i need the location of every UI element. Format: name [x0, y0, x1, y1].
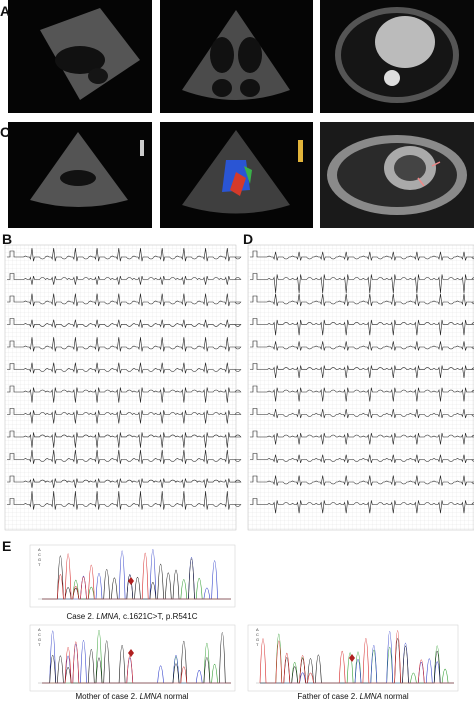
ecg-trace	[250, 453, 474, 463]
mri-image	[320, 122, 474, 228]
caption: Father of case 2. LMNA normal	[297, 692, 408, 701]
ecg-trace	[250, 430, 474, 445]
echo-image	[160, 0, 313, 113]
ecg-trace	[7, 337, 242, 352]
ecg-trace	[250, 498, 474, 514]
mutation-marker	[128, 649, 134, 657]
ecg-trace	[7, 385, 242, 403]
legend-label: C	[38, 552, 41, 557]
caption-suffix: , c.1621C>T, p.R541C	[119, 612, 198, 621]
legend-label: T	[256, 642, 259, 647]
legend-label: G	[38, 637, 41, 642]
ecg-trace	[250, 293, 474, 307]
ecg-trace	[7, 273, 242, 285]
legend-label: T	[38, 562, 41, 567]
caption-prefix: Mother of case 2.	[76, 692, 138, 701]
ecg-trace	[7, 475, 242, 488]
ecg-trace	[7, 491, 242, 510]
mutation-marker	[349, 654, 355, 662]
ecg-trace	[7, 430, 242, 448]
ecg-trace	[250, 318, 474, 336]
echo-image	[8, 0, 152, 113]
caption-suffix: normal	[384, 692, 409, 701]
echo-doppler-image	[160, 122, 313, 228]
caption-suffix: normal	[164, 692, 189, 701]
caption-prefix: Father of case 2.	[297, 692, 357, 701]
ecg-trace	[250, 363, 474, 379]
chromatogram-trace	[42, 641, 231, 684]
ct-image	[320, 0, 474, 113]
ecg-trace	[250, 340, 474, 351]
panel-label: B	[2, 231, 12, 247]
ecg-trace	[250, 408, 474, 419]
ecg-trace	[7, 248, 242, 262]
caption-prefix: Case 2.	[67, 612, 95, 621]
caption: Case 2. LMNA, c.1621C>T, p.R541C	[67, 612, 198, 621]
legend-label: G	[256, 637, 259, 642]
ecg-trace	[250, 475, 474, 486]
caption: Mother of case 2. LMNA normal	[76, 692, 189, 701]
caption-gene: LMNA	[96, 612, 118, 621]
ecg-trace	[250, 273, 474, 294]
caption-gene: LMNA	[140, 692, 162, 701]
panel-label: A	[0, 3, 10, 19]
chromatogram-trace	[260, 638, 454, 684]
legend-label: G	[38, 557, 41, 562]
caption-gene: LMNA	[360, 692, 382, 701]
legend-label: C	[38, 632, 41, 637]
panel-label: D	[243, 231, 253, 247]
echo-image	[8, 122, 152, 228]
chromatogram-trace	[259, 630, 454, 684]
legend-label: T	[38, 642, 41, 647]
chromatogram-trace	[260, 630, 454, 684]
legend-label: A	[256, 627, 259, 632]
legend-label: A	[38, 547, 41, 552]
legend-label: C	[256, 632, 259, 637]
legend-label: A	[38, 627, 41, 632]
ecg-trace	[7, 293, 242, 307]
ecg-trace	[7, 318, 242, 328]
mutation-marker	[128, 577, 134, 585]
ecg-trace	[7, 362, 242, 374]
ecg-trace	[250, 385, 474, 402]
ecg-trace	[7, 408, 242, 424]
ecg-d	[247, 244, 474, 531]
panel-label: E	[2, 538, 11, 554]
ecg-trace	[7, 449, 242, 464]
panel-label: C	[0, 124, 10, 140]
ecg-trace	[250, 250, 474, 261]
